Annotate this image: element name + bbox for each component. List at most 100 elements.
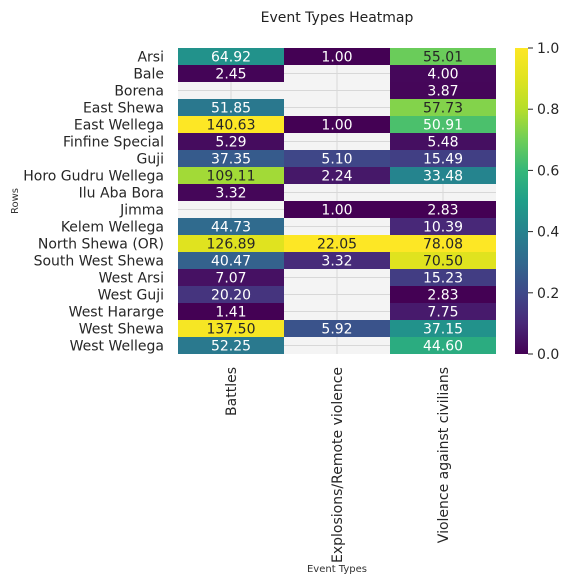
heatmap-cell [284,48,390,65]
row-tick-label: East Shewa [83,101,164,117]
heatmap-cell [178,320,284,337]
cell-value-label: 7.75 [427,305,458,321]
heatmap-cell [178,167,284,184]
x-axis-label: Event Types [307,564,367,575]
row-tick-label: Kelem Wellega [61,220,164,236]
cell-value-label: 2.45 [215,67,246,83]
cell-value-label: 3.87 [427,84,458,100]
colorbar-gradient [515,48,528,354]
row-tick-label: Horo Gudru Wellega [23,169,164,185]
heatmap-cell [390,269,496,286]
colorbar-tick-label: 0.0 [537,347,559,363]
heatmap-cell [178,218,284,235]
heatmap-cell [390,82,496,99]
heatmap-cell [178,48,284,65]
heatmap-cell [178,116,284,133]
heatmap-cell [390,235,496,252]
cell-value-label: 109.11 [207,169,256,185]
heatmap-cell [178,99,284,116]
cell-value-label: 37.35 [211,152,251,168]
row-tick-label: West Shewa [79,322,164,338]
row-tick-label: East Wellega [74,118,164,134]
row-tick-label: South West Shewa [34,254,164,270]
colorbar-tick-label: 0.2 [537,286,559,302]
column-tick-label: Violence against civilians [436,367,452,543]
heatmap-cell [390,116,496,133]
heatmap-cell [390,65,496,82]
cell-value-label: 52.25 [211,339,251,355]
heatmap-cell [390,337,496,354]
cell-value-label: 50.91 [423,118,463,134]
colorbar-tick-label: 0.4 [537,225,559,241]
heatmap-cell [178,184,284,201]
heatmap-cell-labels: 64.92 1.00 55.01 2.45 4.003.87 51.85 57.73 140.… [207,50,464,355]
heatmap-cell [178,133,284,150]
cell-value-label: 5.29 [215,135,246,151]
heatmap-cell [178,303,284,320]
row-tick-label: Bale [133,67,164,83]
y-axis-label: Rows [10,188,21,214]
heatmap-cell [390,201,496,218]
heatmap-cell [284,167,390,184]
cell-value-label: 137.50 [207,322,256,338]
heatmap-cell [390,252,496,269]
heatmap-cell [178,235,284,252]
heatmap-cell [284,150,390,167]
heatmap-cell [284,252,390,269]
row-tick-label: Borena [114,84,164,100]
heatmap-cell [178,252,284,269]
cell-value-label: 37.15 [423,322,463,338]
cell-value-label: 33.48 [423,169,463,185]
cell-value-label: 70.50 [423,254,463,270]
cell-value-label: 2.83 [427,203,458,219]
heatmap-cell [390,286,496,303]
heatmap-cell [390,99,496,116]
cell-value-label: 2.24 [321,169,352,185]
cell-value-label: 1.00 [321,203,352,219]
heatmap-cell [390,150,496,167]
row-tick-label: Arsi [137,50,164,66]
cell-value-label: 78.08 [423,237,463,253]
row-tick-label: Finfine Special [63,135,164,151]
cell-value-label: 1.00 [321,50,352,66]
heatmap-cell [284,320,390,337]
heatmap-cell [284,201,390,218]
colorbar-ticks: 0.0 0.2 0.4 0.6 0.8 1.0 [528,41,559,363]
row-tick-label: West Guji [98,288,164,304]
heatmap-cell [178,286,284,303]
colorbar-tick-label: 0.8 [537,102,559,118]
colorbar-tick-label: 1.0 [537,41,559,57]
heatmap-cell [390,133,496,150]
cell-value-label: 44.73 [211,220,251,236]
heatmap-cell [390,48,496,65]
chart-title: Event Types Heatmap [261,10,414,26]
cell-value-label: 4.00 [427,67,458,83]
heatmap-cell [178,337,284,354]
heatmap-plot-area: 64.92 1.00 55.01 2.45 4.003.87 51.85 57.73 140.… [178,48,496,355]
cell-value-label: 20.20 [211,288,251,304]
cell-value-label: 40.47 [211,254,251,270]
column-tick-label: Battles [224,367,240,416]
row-tick-label: North Shewa (OR) [38,237,164,253]
cell-value-label: 3.32 [215,186,246,202]
cell-value-label: 44.60 [423,339,463,355]
cell-value-label: 5.48 [427,135,458,151]
heatmap-cell [178,65,284,82]
column-tick-labels: Battles Explosions/Remote violence Violenc… [224,367,452,563]
cell-value-label: 5.92 [321,322,352,338]
row-tick-label: West Arsi [99,271,164,287]
row-tick-label: Ilu Aba Bora [79,186,164,202]
cell-value-label: 57.73 [423,101,463,117]
cell-value-label: 2.83 [427,288,458,304]
heatmap-cell [284,235,390,252]
heatmap-cell [390,303,496,320]
heatmap-cell [390,218,496,235]
row-tick-label: Jimma [119,203,164,219]
cell-value-label: 15.23 [423,271,463,287]
cell-value-label: 126.89 [207,237,256,253]
heatmap-cells [178,48,496,354]
colorbar: 0.0 0.2 0.4 0.6 0.8 1.0 [515,41,559,363]
cell-value-label: 64.92 [211,50,251,66]
